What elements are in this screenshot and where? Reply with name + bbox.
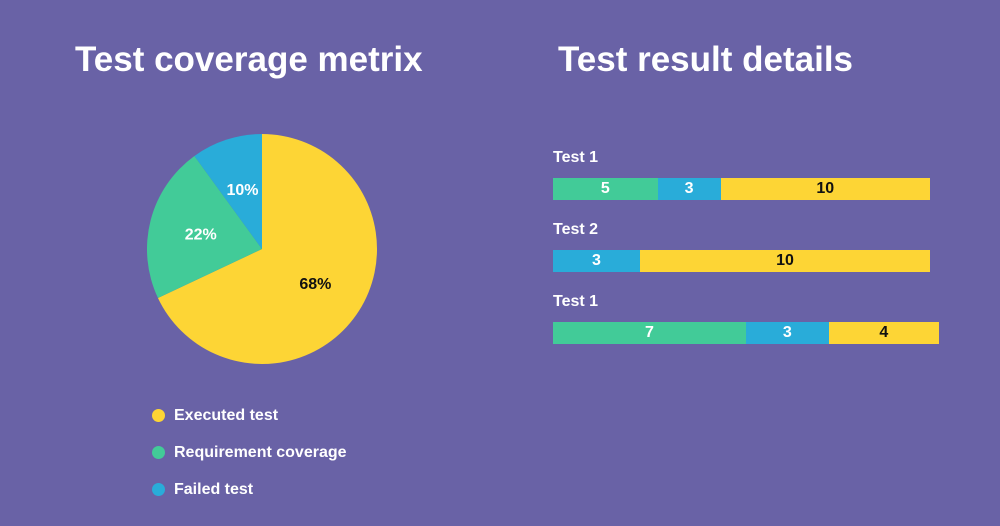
bar-category-label: Test 1 [553, 293, 599, 310]
bar-row: Test 2 3 10 [553, 220, 939, 272]
bar-segment-executed-test: 4 [828, 322, 939, 344]
bar-segment-executed-test: 10 [640, 250, 930, 272]
legend-item: Requirement coverage [152, 434, 347, 471]
bar-category-label: Test 2 [553, 221, 599, 238]
legend-item: Failed test [152, 471, 347, 508]
legend-label: Executed test [174, 406, 279, 424]
legend-dot-icon [152, 483, 165, 496]
pie-data-label: 10% [226, 182, 258, 199]
pie-legend: Executed test Requirement coverage Failed … [152, 397, 347, 508]
legend-dot-icon [152, 409, 165, 422]
pie-slice-requirement-coverage [147, 155, 262, 298]
stacked-bar: 5 3 10 [553, 178, 930, 200]
legend-item: Executed test [152, 397, 347, 434]
pie-data-label: 22% [185, 226, 217, 243]
pie-chart: 68% 22% 10% [147, 134, 377, 364]
legend-label: Requirement coverage [174, 443, 347, 461]
legend-label: Failed test [174, 480, 254, 498]
legend-dot-icon [152, 446, 165, 459]
bar-segment-requirement-coverage: 5 [553, 178, 658, 200]
bar-segment-failed-test: 3 [657, 178, 721, 200]
pie-data-label: 68% [299, 276, 331, 293]
bar-category-label: Test 1 [553, 149, 599, 166]
pie-slice-failed-test [194, 134, 262, 249]
pie-slice-executed-test [157, 134, 377, 364]
bar-chart-title: Test result details [558, 40, 854, 79]
stacked-bar: 3 10 [553, 250, 930, 272]
bar-segment-executed-test: 10 [720, 178, 930, 200]
bar-row: Test 1 5 3 10 [553, 148, 939, 200]
bar-segment-failed-test: 3 [746, 322, 829, 344]
bar-segment-requirement-coverage: 7 [553, 322, 746, 344]
bar-segment-failed-test: 3 [553, 250, 640, 272]
pie-chart-title: Test coverage metrix [75, 40, 423, 79]
